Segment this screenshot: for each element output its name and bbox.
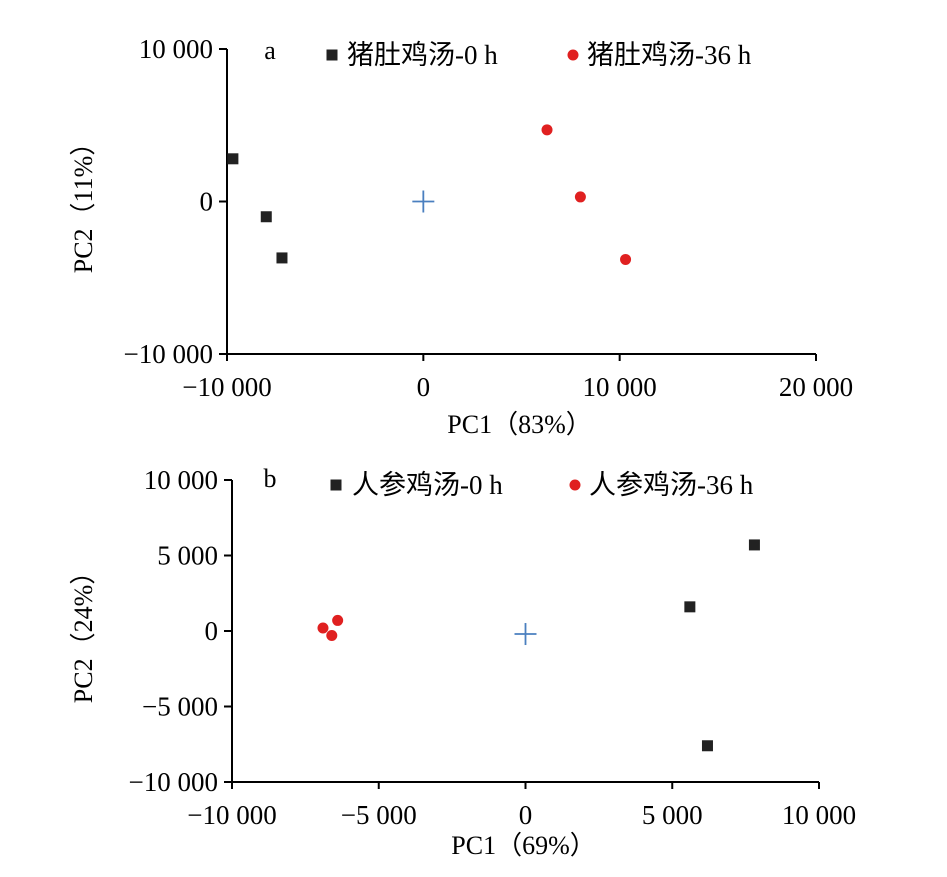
legend-label: 人参鸡汤-36 h [589, 470, 754, 500]
y-tick-label: 0 [200, 187, 214, 217]
data-point-square [748, 539, 760, 551]
data-point-square [701, 740, 713, 752]
legend-label: 人参鸡汤-0 h [352, 470, 503, 500]
legend-marker-square [330, 479, 342, 491]
data-point-circle [332, 614, 344, 626]
data-point-square [276, 252, 288, 264]
data-point-circle [326, 630, 338, 642]
y-tick-label: −10 000 [124, 339, 213, 369]
x-tick-label: 5 000 [642, 800, 703, 830]
legend-marker-square [326, 49, 338, 61]
y-tick-label: 10 000 [139, 34, 213, 64]
x-tick-label: −10 000 [187, 800, 276, 830]
x-tick-label: −10 000 [182, 372, 271, 402]
data-point-circle [574, 191, 586, 203]
x-tick-label: 0 [417, 372, 431, 402]
y-axis-label: PC2（11%） [69, 130, 98, 274]
y-tick-label: −5 000 [142, 692, 218, 722]
x-tick-label: 20 000 [779, 372, 853, 402]
y-tick-label: 5 000 [157, 541, 218, 571]
data-point-square [227, 153, 239, 165]
y-tick-label: 10 000 [144, 465, 218, 495]
x-axis-label: PC1（69%） [451, 831, 595, 860]
data-point-circle [620, 253, 632, 265]
data-point-square [260, 211, 272, 223]
x-tick-label: −5 000 [341, 800, 417, 830]
panel-label: a [264, 36, 276, 65]
legend-marker-circle [569, 479, 581, 491]
y-tick-label: 0 [205, 616, 219, 646]
chart-panel-a: −10 000 0 10 000 20 000 −10 000 0 10 000 PC1（83… [69, 34, 853, 439]
legend-marker-circle [567, 49, 579, 61]
legend-label: 猪肚鸡汤-0 h [347, 40, 498, 70]
x-tick-label: 0 [519, 800, 533, 830]
y-tick-label: −10 000 [129, 767, 218, 797]
legend-label: 猪肚鸡汤-36 h [587, 40, 752, 70]
data-point-circle [317, 622, 329, 634]
data-point-circle [541, 124, 553, 136]
chart-panel-b: −10 000 −5 000 0 5 000 10 000 −10 000 −5 000 0 5… [69, 464, 856, 860]
x-tick-label: 10 000 [583, 372, 657, 402]
y-axis-label: PC2（24%） [69, 559, 98, 703]
x-axis-label: PC1（83%） [447, 410, 591, 439]
x-tick-label: 10 000 [782, 800, 856, 830]
panel-label: b [264, 464, 277, 493]
data-point-square [684, 601, 696, 613]
